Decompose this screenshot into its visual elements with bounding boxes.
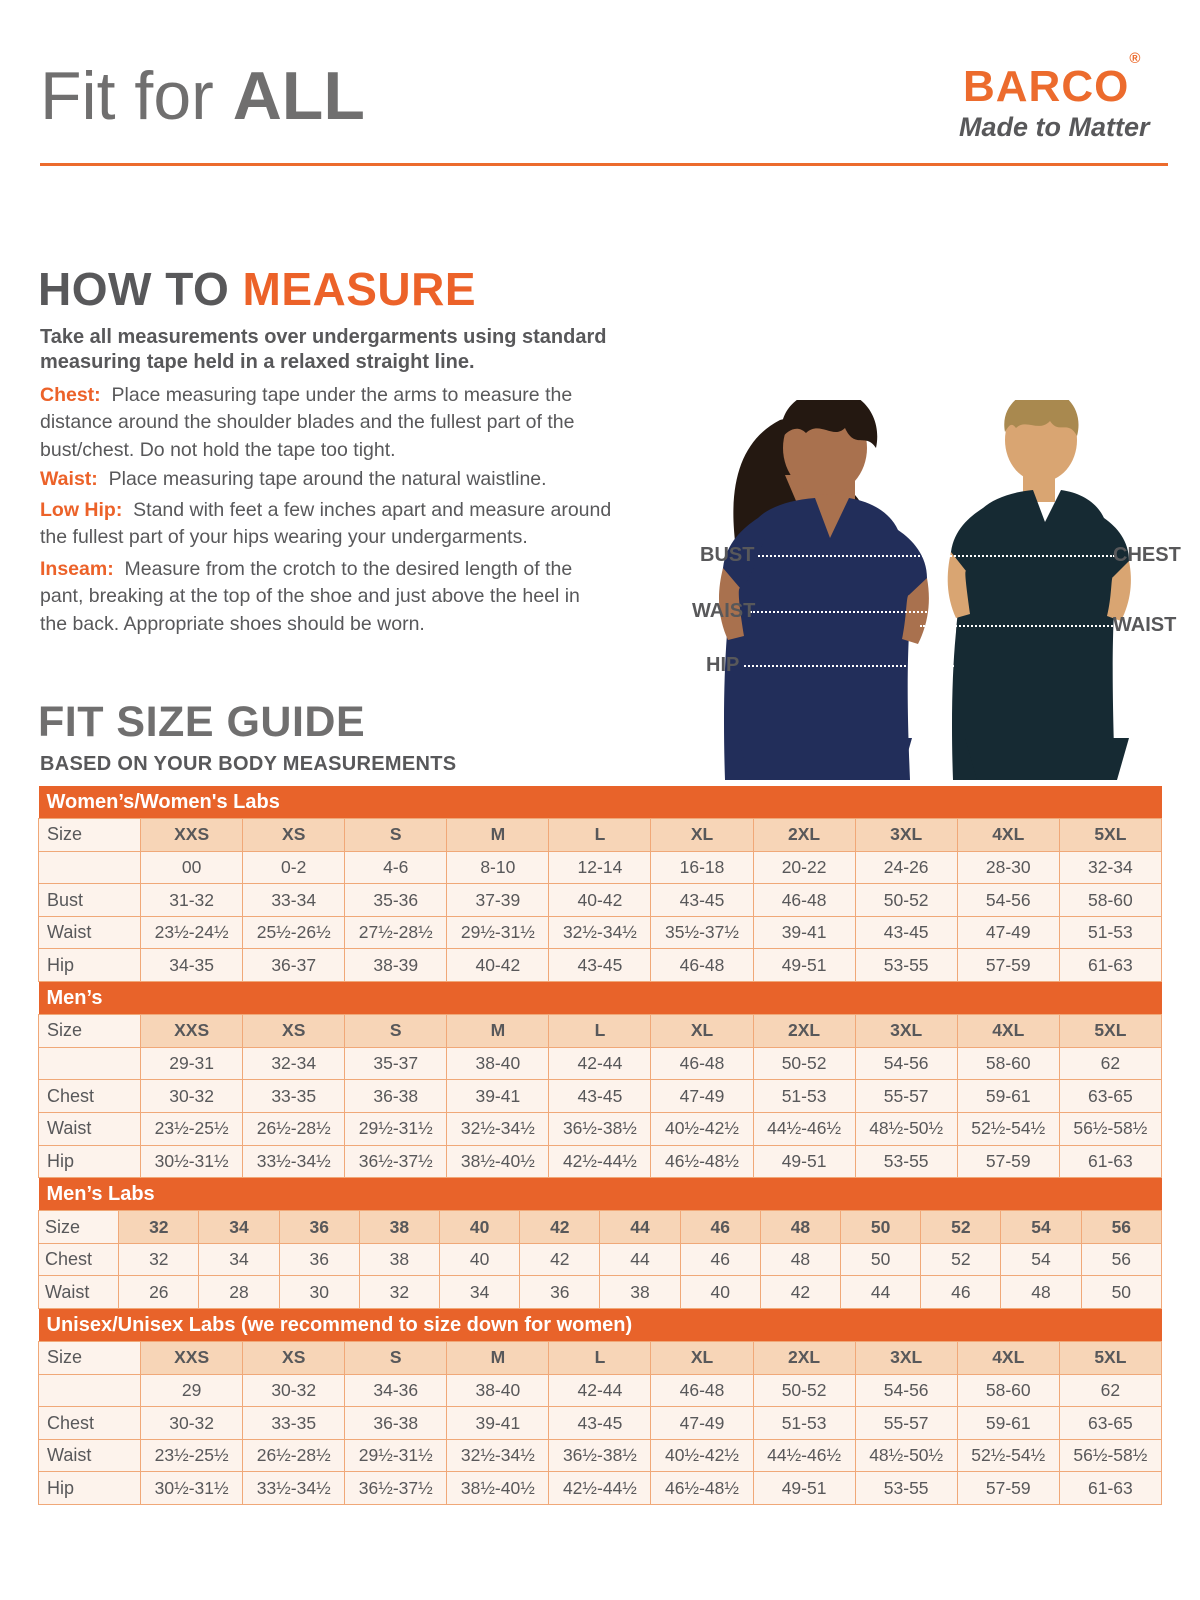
svg-text:Made to Matter: Made to Matter: [959, 112, 1151, 142]
